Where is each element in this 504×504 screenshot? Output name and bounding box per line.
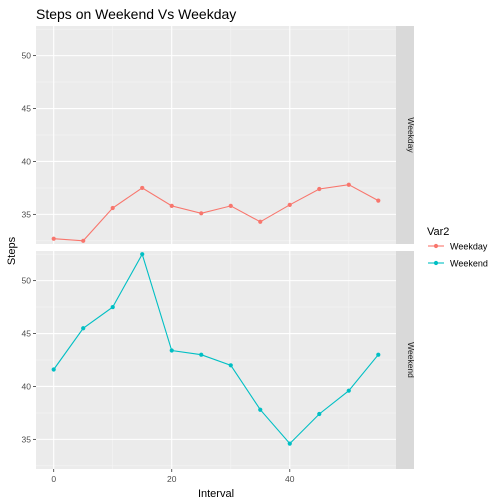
data-point-weekday: [317, 186, 322, 192]
data-point-weekday: [376, 198, 381, 203]
data-point-weekday: [169, 203, 174, 209]
legend-key-point: [433, 260, 439, 266]
legend-label: Weekday: [450, 242, 488, 252]
x-axis-title: Interval: [198, 488, 234, 500]
data-point-weekend: [376, 352, 381, 357]
panel-weekend: 35 40 45 50 Weekend: [22, 251, 416, 469]
legend-items: Weekday Weekend: [428, 242, 488, 269]
data-point-weekday: [228, 203, 233, 209]
y-tick-label: 35: [22, 434, 32, 444]
data-point-weekend: [140, 252, 145, 257]
data-point-weekday: [140, 185, 145, 191]
series-line-weekend: [53, 252, 379, 445]
legend-key-point: [433, 243, 439, 249]
data-point-weekend: [287, 441, 292, 446]
x-tick-label: 40: [285, 474, 295, 484]
y-axis-title: Steps: [6, 236, 18, 265]
facet-strip: [396, 26, 414, 244]
series-line-weekday: [53, 184, 379, 242]
data-point-weekend: [317, 411, 322, 417]
data-point-weekday: [287, 202, 292, 207]
y-tick-label: 35: [22, 209, 32, 219]
y-tick-label: 40: [22, 381, 32, 391]
data-point-weekend: [228, 363, 233, 368]
legend-title: Var2: [427, 226, 449, 238]
panel-weekday: 35 40 45 50 Weekday: [22, 26, 416, 244]
legend-item-weekend: Weekend: [428, 259, 488, 269]
y-tick-label: 45: [22, 104, 32, 114]
y-tick-label: 45: [22, 329, 32, 339]
data-point-weekday: [199, 211, 204, 216]
panels: 35 40 45 50 Weekday 35 40 45 50 Weekend 0 20 40: [22, 26, 416, 484]
legend: Var2 Weekday Weekend: [427, 226, 488, 269]
y-tick-label: 40: [22, 156, 32, 166]
facet-strip-label: Weekend: [406, 342, 416, 378]
data-point-weekend: [346, 388, 351, 393]
x-tick-label: 0: [51, 474, 56, 484]
y-tick-label: 50: [22, 51, 32, 61]
data-point-weekend: [169, 348, 174, 353]
data-point-weekend: [51, 367, 56, 372]
data-point-weekend: [110, 304, 115, 310]
legend-item-weekday: Weekday: [428, 242, 488, 252]
x-tick-label: 20: [167, 474, 177, 484]
facet-strip: [396, 251, 414, 469]
data-point-weekday: [258, 219, 263, 224]
data-point-weekday: [51, 236, 56, 241]
data-point-weekend: [81, 326, 86, 331]
y-tick-label: 50: [22, 276, 32, 286]
data-point-weekday: [110, 205, 115, 211]
data-point-weekday: [346, 182, 351, 187]
data-point-weekday: [81, 238, 86, 243]
facet-strip-label: Weekday: [406, 117, 416, 153]
data-point-weekend: [258, 407, 263, 412]
chart-title: Steps on Weekend Vs Weekday: [36, 6, 236, 22]
data-point-weekend: [199, 352, 204, 357]
legend-label: Weekend: [450, 259, 488, 269]
